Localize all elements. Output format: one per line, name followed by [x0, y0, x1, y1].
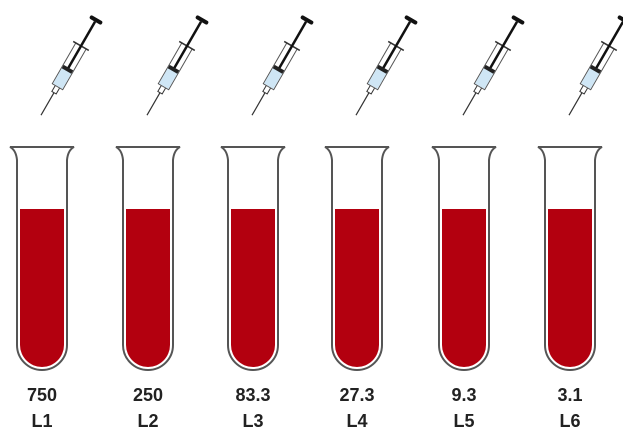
plunger-rod — [67, 22, 95, 70]
plunger-handle — [89, 15, 103, 25]
concentration: 250 — [133, 385, 163, 405]
needle — [569, 91, 583, 115]
plunger-handle — [511, 15, 525, 25]
blood — [231, 209, 275, 367]
blood — [335, 209, 379, 367]
needle — [463, 91, 477, 115]
needle — [356, 91, 370, 115]
concentration: 750 — [27, 385, 57, 405]
blood — [126, 209, 170, 367]
concentration: 3.1 — [557, 385, 582, 405]
plunger-handle — [300, 15, 314, 25]
blood — [548, 209, 592, 367]
concentration: 83.3 — [235, 385, 270, 405]
plunger-rod — [173, 22, 201, 70]
syringe — [348, 14, 420, 120]
plunger-handle — [195, 15, 209, 25]
plunger-handle — [404, 15, 418, 25]
plunger-rod — [382, 22, 410, 70]
syringe — [139, 14, 211, 120]
needle — [147, 91, 161, 115]
blood — [442, 209, 486, 367]
dilution-diagram: 750 L1 250 L2 83.3 L3 27.3 L4 9.3 L5 3.1 L6 — [0, 0, 623, 433]
tube-label: L5 — [453, 411, 474, 431]
tube-label: L3 — [242, 411, 263, 431]
blood — [20, 209, 64, 367]
plunger-rod — [489, 22, 517, 70]
syringe — [455, 14, 527, 120]
needle — [41, 91, 55, 115]
page: 750L1250L283.3L327.3L49.3L53.1L6 (() => … — [0, 0, 623, 433]
needle — [252, 91, 266, 115]
syringe — [561, 14, 623, 120]
concentration: 9.3 — [451, 385, 476, 405]
syringe — [33, 14, 105, 120]
syringe — [244, 14, 316, 120]
tube-label: L2 — [137, 411, 158, 431]
concentration: 27.3 — [339, 385, 374, 405]
plunger-rod — [278, 22, 306, 70]
plunger-rod — [595, 22, 623, 70]
tube-label: L6 — [559, 411, 580, 431]
tube-label: L4 — [346, 411, 367, 431]
tube-label: L1 — [31, 411, 52, 431]
